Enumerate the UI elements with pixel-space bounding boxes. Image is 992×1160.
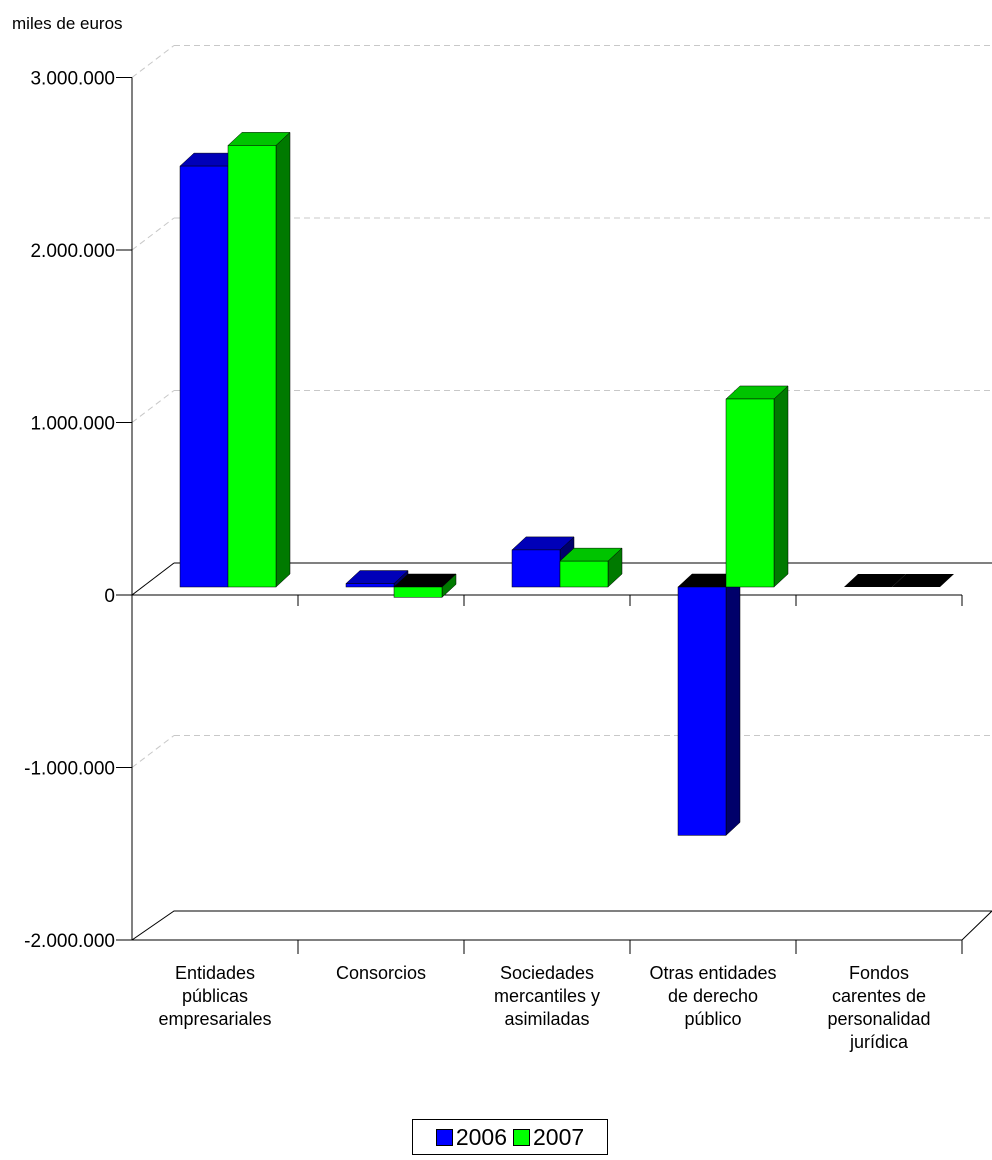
y-tick-label: 0 xyxy=(104,586,115,607)
category-label-line: asimiladas xyxy=(504,1009,590,1029)
category-label: Entidades públicas empresariales xyxy=(135,962,295,1031)
category-label-line: mercantiles y xyxy=(493,986,601,1006)
bar-2006-cat-4 xyxy=(677,586,727,836)
bar-2007-cat-4-side xyxy=(773,385,789,588)
category-label-line: de derecho xyxy=(667,986,759,1006)
bar-2006-cat-1 xyxy=(179,165,229,588)
category-label-line: jurídica xyxy=(849,1032,909,1052)
category-label: Fondos carentes de personalidad jurídica xyxy=(799,962,959,1054)
legend-swatch-2006 xyxy=(435,1128,453,1146)
legend: 2006 2007 xyxy=(412,1119,608,1155)
y-tick-label: 2.000.000 xyxy=(30,241,115,262)
bar-2007-cat-2 xyxy=(393,586,443,598)
y-tick-label: 1.000.000 xyxy=(30,414,115,435)
y-tick-label: -2.000.000 xyxy=(24,931,115,952)
legend-item-2007: 2007 xyxy=(513,1124,584,1151)
legend-swatch-2007 xyxy=(513,1128,530,1146)
category-label-line: públicas xyxy=(181,986,249,1006)
zero-line-diagonal xyxy=(131,562,175,596)
bar-2006-cat-2 xyxy=(345,583,395,588)
gridline-diagonal xyxy=(131,735,175,768)
gridline-diagonal xyxy=(131,390,175,423)
bar-2007-cat-4 xyxy=(725,398,775,588)
bar-2007-cat-1 xyxy=(227,145,277,588)
category-label-line: empresariales xyxy=(158,1009,272,1029)
category-label-line: Entidades xyxy=(174,963,256,983)
bar-2006-cat-3 xyxy=(511,549,561,588)
category-label: Otras entidades de derecho público xyxy=(633,962,793,1031)
category-label-line: carentes de xyxy=(831,986,927,1006)
y-tick-label: 3.000.000 xyxy=(30,69,115,90)
gridline-diagonal xyxy=(131,217,175,251)
bar-2006-cat-5 xyxy=(844,574,906,587)
floor-outline xyxy=(130,910,992,941)
legend-label-2007: 2007 xyxy=(533,1123,585,1150)
gridline-diagonal xyxy=(131,45,175,78)
bar-2007-cat-5 xyxy=(892,574,954,587)
bar-2007-cat-3 xyxy=(559,560,609,588)
bar-2006-cat-4-side xyxy=(725,573,741,836)
category-label-line: Otras entidades xyxy=(649,963,777,983)
category-label-line: Fondos xyxy=(848,963,910,983)
category-label: Consorcios xyxy=(301,962,461,985)
legend-item-2006: 2006 xyxy=(435,1123,507,1151)
category-label-line: Sociedades xyxy=(499,963,595,983)
y-tick-label: -1.000.000 xyxy=(24,759,115,780)
category-label-line: Consorcios xyxy=(335,963,427,983)
legend-label-2006: 2006 xyxy=(455,1123,507,1150)
y-axis-unit-label: miles de euros xyxy=(12,14,123,33)
category-label: Sociedades mercantiles y asimiladas xyxy=(467,962,627,1031)
category-label-line: personalidad xyxy=(827,1009,931,1029)
bar-2007-cat-1-side xyxy=(275,131,291,588)
category-label-line: público xyxy=(684,1009,742,1029)
